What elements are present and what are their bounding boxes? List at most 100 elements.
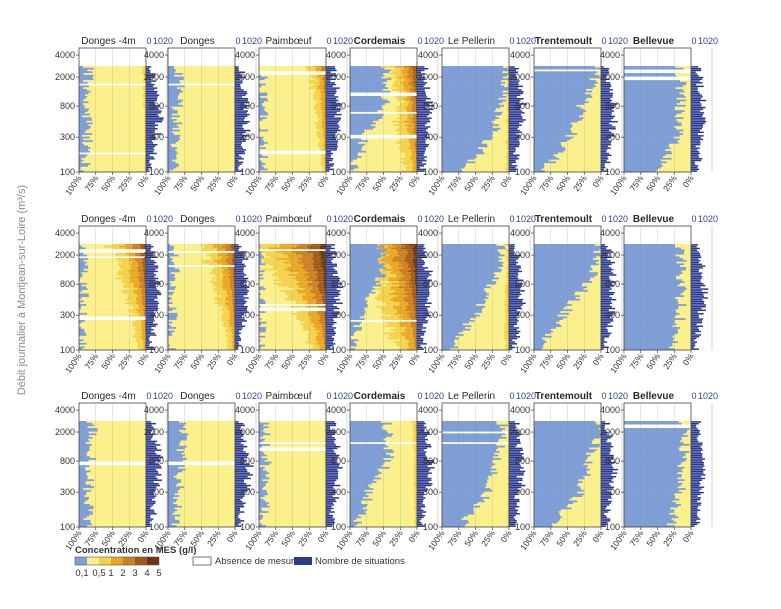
count-bar (601, 105, 615, 107)
mes-class-strip (377, 247, 379, 250)
mes-class-strip (234, 286, 235, 289)
count-bar (417, 106, 426, 109)
count-bar (326, 94, 335, 96)
blue-class-strip (624, 81, 687, 84)
count-bar (417, 82, 428, 84)
mes-class-strip (318, 341, 324, 344)
blue-class-strip (442, 245, 505, 248)
mes-class-strip (411, 247, 417, 250)
count-bar (691, 85, 704, 88)
yellow-class-strip (672, 335, 691, 338)
mes-class-strip (507, 133, 509, 136)
count-bar (235, 163, 242, 165)
count-bar (146, 336, 150, 338)
yellow-class-strip (674, 348, 691, 351)
count-bar (146, 258, 151, 260)
count-bar (417, 268, 425, 271)
mes-class-strip (315, 103, 320, 106)
mes-class-strip (319, 330, 324, 333)
mes-class-strip (310, 244, 321, 247)
count-bar (601, 275, 610, 278)
mes-class-strip (391, 282, 404, 285)
blue-class-strip (624, 66, 676, 69)
mes-class-strip (231, 332, 235, 335)
blue-class-strip (534, 111, 584, 114)
count-bar (235, 268, 244, 271)
yellow-class-strip (84, 97, 146, 100)
yellow-class-strip (264, 166, 326, 169)
blue-class-strip (259, 110, 266, 113)
mes-class-strip (230, 286, 235, 289)
mes-class-strip (233, 279, 235, 282)
blue-class-strip (350, 258, 379, 261)
yellow-class-strip (592, 90, 601, 93)
count-bar (417, 133, 429, 135)
blue-class-strip (350, 344, 357, 347)
mes-class-strip (382, 311, 397, 314)
blue-class-strip (350, 85, 386, 88)
blue-class-strip (624, 341, 678, 344)
yellow-class-strip (83, 259, 146, 262)
mes-class-strip (142, 258, 146, 261)
yellow-class-strip (672, 152, 691, 155)
blue-class-strip (350, 168, 355, 171)
yellow-class-strip (262, 138, 326, 141)
count-bar (601, 101, 611, 104)
yellow-class-strip (179, 115, 235, 118)
blue-class-strip (350, 309, 365, 312)
count-bar (235, 124, 243, 126)
blue-class-strip (168, 321, 173, 324)
mes-class-strip (507, 80, 509, 83)
mes-class-strip (397, 252, 408, 255)
blue-class-strip (259, 344, 266, 347)
mes-class-strip (412, 328, 417, 331)
blue-class-strip (350, 289, 372, 292)
mes-class-strip (323, 305, 326, 308)
mes-class-strip (318, 289, 325, 292)
mes-class-strip (206, 254, 218, 257)
blue-class-strip (624, 291, 683, 294)
yellow-class-strip (86, 286, 146, 289)
yellow-class-strip (181, 479, 235, 482)
count-bar (326, 115, 335, 118)
blue-class-strip (534, 117, 584, 120)
mes-class-strip (403, 298, 414, 301)
count-bar (146, 458, 160, 460)
mes-class-strip (139, 286, 145, 289)
mes-class-strip (145, 258, 146, 261)
y-tick-label: 100 (60, 522, 75, 532)
mes-class-strip (416, 291, 417, 294)
yellow-class-strip (86, 129, 146, 132)
yellow-class-strip (92, 436, 146, 439)
mes-class-strip (389, 298, 404, 301)
count-bar (417, 290, 430, 292)
mes-class-strip (393, 256, 406, 259)
mes-class-strip (228, 266, 234, 270)
count-bar (509, 145, 519, 148)
mes-class-strip (391, 88, 403, 92)
mes-class-strip (312, 254, 321, 257)
mes-class-strip (318, 117, 323, 120)
yellow-class-strip (90, 521, 146, 524)
blue-class-strip (350, 332, 355, 335)
mes-class-strip (323, 143, 326, 146)
mes-class-strip (322, 334, 326, 337)
mes-class-strip (322, 166, 326, 169)
count-bar (235, 244, 239, 246)
yellow-class-strip (174, 516, 235, 519)
count-bar (691, 318, 704, 320)
yellow-class-strip (177, 110, 235, 113)
mes-class-strip (400, 131, 409, 134)
mes-class-strip (323, 268, 326, 271)
yellow-class-strip (582, 282, 601, 285)
count-bar (146, 311, 154, 313)
count-bar (326, 267, 334, 269)
blue-class-strip (350, 339, 359, 342)
blue-class-strip (168, 298, 171, 301)
mes-class-strip (223, 325, 231, 328)
blue-class-strip (350, 154, 358, 157)
mes-class-strip (129, 281, 139, 284)
count-bar (146, 96, 158, 98)
yellow-class-strip (82, 115, 146, 118)
yellow-class-strip (572, 126, 601, 129)
